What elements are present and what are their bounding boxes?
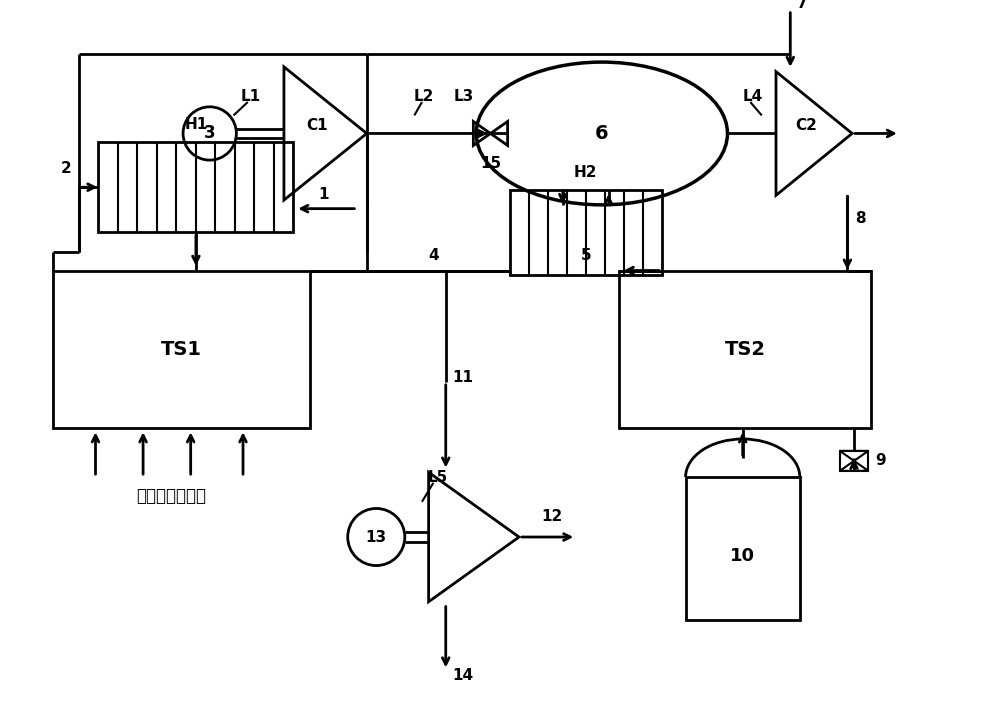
Bar xyxy=(619,271,871,428)
Text: TS2: TS2 xyxy=(725,340,766,358)
Text: H1: H1 xyxy=(184,117,208,132)
Text: 8: 8 xyxy=(855,211,866,226)
Text: 低品位热能输入: 低品位热能输入 xyxy=(137,487,207,505)
Text: 1: 1 xyxy=(319,187,329,202)
Text: L1: L1 xyxy=(241,89,261,104)
Bar xyxy=(98,142,293,232)
Text: L5: L5 xyxy=(428,470,448,484)
Text: 6: 6 xyxy=(595,124,609,143)
Text: 2: 2 xyxy=(61,161,71,176)
Text: 10: 10 xyxy=(730,547,755,565)
Text: C1: C1 xyxy=(306,118,328,133)
Text: 4: 4 xyxy=(428,248,439,263)
Text: L3: L3 xyxy=(454,89,474,104)
Text: L2: L2 xyxy=(414,89,434,104)
Text: 5: 5 xyxy=(580,248,591,263)
Text: 12: 12 xyxy=(542,508,563,523)
Text: 3: 3 xyxy=(204,125,216,143)
Text: 14: 14 xyxy=(452,668,473,683)
Text: 11: 11 xyxy=(452,370,473,384)
Text: C2: C2 xyxy=(796,118,817,133)
Text: 13: 13 xyxy=(366,529,387,544)
Bar xyxy=(840,451,868,471)
Text: 15: 15 xyxy=(480,156,501,172)
Text: L4: L4 xyxy=(743,89,763,104)
Bar xyxy=(510,190,662,275)
Bar xyxy=(686,477,800,620)
Text: 9: 9 xyxy=(875,453,886,468)
Text: 7: 7 xyxy=(797,0,808,11)
Bar xyxy=(53,271,310,428)
Text: H2: H2 xyxy=(574,165,597,180)
Text: TS1: TS1 xyxy=(161,340,202,358)
